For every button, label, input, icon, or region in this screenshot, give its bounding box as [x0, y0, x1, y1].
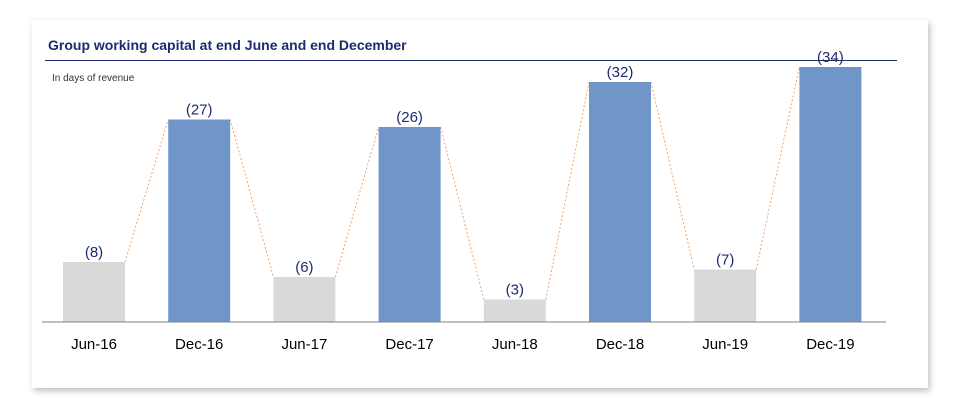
chart-subtitle: In days of revenue: [52, 73, 135, 84]
bar-jun-16: [63, 262, 125, 322]
bar-dec-18: [589, 82, 651, 322]
x-tick-label: Dec-19: [806, 336, 854, 353]
data-label: (34): [817, 49, 844, 66]
x-tick-label: Dec-16: [175, 336, 223, 353]
data-label: (3): [506, 282, 524, 299]
connector-line: [334, 126, 380, 278]
data-label: (26): [396, 109, 423, 126]
x-tick-label: Jun-16: [71, 336, 117, 353]
connector-line: [229, 119, 274, 278]
connector-line: [650, 81, 695, 270]
bar-jun-19: [694, 269, 757, 322]
connector-line: [755, 66, 800, 270]
bar-jun-18: [483, 299, 546, 322]
data-label: (32): [607, 64, 634, 81]
bar-jun-17: [273, 277, 336, 322]
data-label: (7): [716, 252, 734, 269]
chart-title: Group working capital at end June and en…: [48, 37, 407, 53]
data-label: (8): [85, 244, 103, 261]
connector-line: [440, 126, 485, 300]
bar-dec-17: [378, 127, 441, 322]
x-tick-label: Dec-18: [596, 336, 644, 353]
x-tick-label: Jun-17: [281, 336, 327, 353]
bar-dec-16: [168, 119, 231, 322]
bar-dec-19: [799, 67, 862, 322]
connector-line: [545, 81, 590, 300]
data-label: (27): [186, 102, 213, 119]
data-label: (6): [295, 259, 313, 276]
x-tick-label: Dec-17: [385, 336, 433, 353]
x-tick-label: Jun-18: [492, 336, 538, 353]
x-tick-label: Jun-19: [702, 336, 748, 353]
connector-line: [124, 119, 169, 263]
title-divider: [45, 60, 897, 61]
